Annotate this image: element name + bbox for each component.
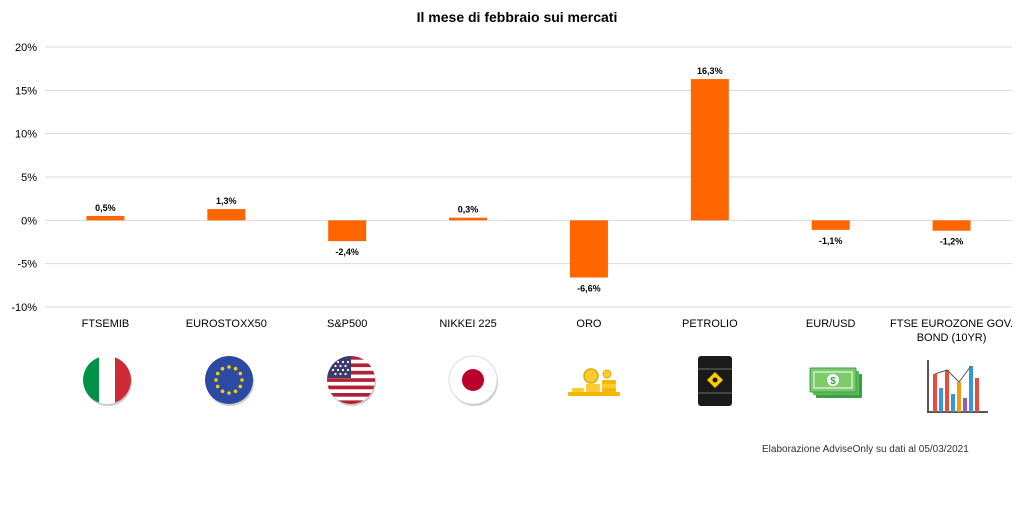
source-note: Elaborazione AdviseOnly su dati al 05/03… — [762, 444, 969, 455]
x-tick-label: EUR/USD — [806, 318, 856, 330]
italy-flag-icon — [77, 350, 137, 410]
x-tick-label: EUROSTOXX50 — [186, 318, 267, 330]
bar — [328, 220, 367, 242]
x-tick-label: NIKKEI 225 — [439, 318, 496, 330]
oil-barrel-icon — [685, 350, 745, 410]
y-tick-label: -10% — [11, 302, 37, 314]
bars — [86, 79, 971, 278]
data-label: -1,1% — [819, 236, 843, 246]
eu-flag-icon — [199, 350, 259, 410]
y-tick-label: 0% — [21, 215, 37, 227]
bar — [811, 220, 850, 230]
y-tick-label: -5% — [17, 259, 37, 271]
bar — [569, 220, 608, 278]
japan-flag-icon — [443, 350, 503, 410]
data-label: 16,3% — [697, 66, 723, 76]
x-tick-label: S&P500 — [327, 318, 367, 330]
data-label: 0,5% — [95, 203, 116, 213]
bar — [449, 217, 488, 221]
data-label: 0,3% — [458, 205, 479, 215]
gridlines — [45, 46, 1012, 308]
x-tick-label: FTSEMIB — [82, 318, 130, 330]
y-tick-label: 20% — [15, 42, 37, 54]
bar — [690, 79, 729, 221]
data-label: 1,3% — [216, 196, 237, 206]
data-labels: 0,5% 1,3% -2,4% 0,3% -6,6% 16,3% -1,1% -1,2% — [95, 66, 963, 293]
y-tick-label: 15% — [15, 85, 37, 97]
y-axis-ticks: 20% 15% 10% 5% 0% -5% -10% — [11, 42, 37, 314]
data-label: -6,6% — [577, 284, 601, 294]
x-axis-ticks: FTSEMIB EUROSTOXX50 S&P500 NIKKEI 225 ORO PET… — [82, 318, 1013, 344]
y-tick-label: 5% — [21, 172, 37, 184]
y-tick-label: 10% — [15, 129, 37, 141]
usa-flag-icon — [321, 350, 381, 410]
bar — [932, 220, 971, 231]
x-tick-label: ORO — [576, 318, 602, 330]
bar — [207, 209, 246, 221]
svg-text:$: $ — [830, 376, 836, 387]
data-label: -1,2% — [940, 237, 964, 247]
gold-coins-icon — [564, 350, 624, 410]
x-tick-label: FTSE EUROZONE GOV. BOND (10YR) — [890, 318, 1013, 344]
x-tick-label: PETROLIO — [682, 318, 738, 330]
bar-chart-icon — [924, 358, 988, 418]
banknotes-icon: $ — [806, 350, 866, 410]
bar — [86, 216, 125, 221]
chart-title: Il mese di febbraio sui mercati — [417, 9, 618, 25]
data-label: -2,4% — [335, 247, 359, 257]
